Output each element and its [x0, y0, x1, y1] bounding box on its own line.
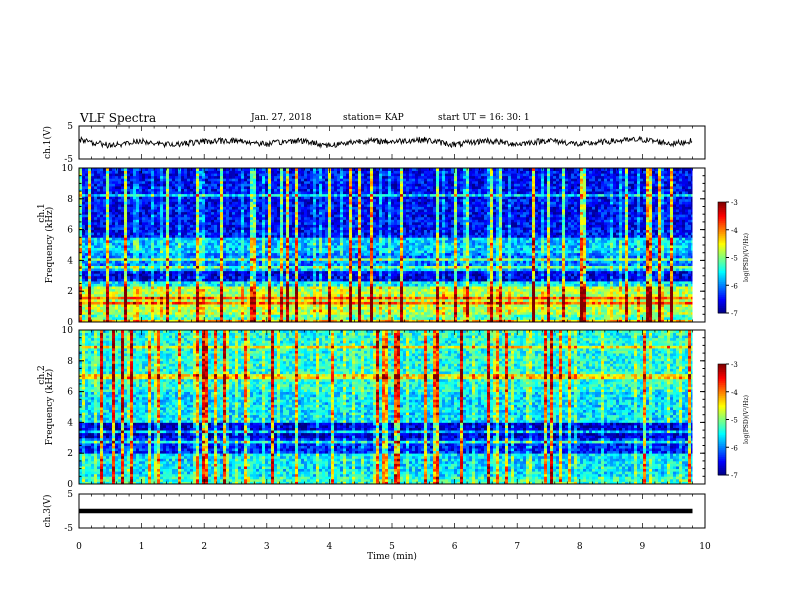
- spectrogram-2: [79, 330, 693, 484]
- y-axis-label: ch.3(V): [42, 495, 53, 528]
- y-tick-label: 2: [67, 449, 73, 459]
- colorbar-cell: [718, 202, 726, 204]
- colorbar-label: log(PSD)(V²/Hz): [743, 233, 750, 282]
- x-tick-label: 0: [76, 542, 82, 552]
- channel-label: ch.1: [37, 203, 47, 222]
- colorbar-tick-label: -3: [731, 361, 738, 369]
- spectrogram-1: [79, 168, 693, 322]
- y-tick-label: 8: [67, 357, 73, 367]
- y-tick-label: 5: [67, 122, 73, 132]
- y-axis-label: ch.1(V): [42, 126, 53, 159]
- x-tick-label: 8: [577, 542, 583, 552]
- x-tick-label: 9: [640, 542, 646, 552]
- colorbar: [718, 202, 726, 314]
- y-tick-label: -5: [64, 524, 73, 534]
- colorbar-tick-label: -4: [731, 389, 738, 397]
- y-tick-label: 10: [62, 326, 74, 336]
- colorbar-tick-label: -4: [731, 227, 738, 235]
- y-tick-label: 8: [67, 195, 73, 205]
- x-tick-label: 2: [201, 542, 207, 552]
- channel-label: ch.2: [37, 365, 47, 384]
- y-tick-label: 5: [67, 490, 73, 500]
- y-tick-label: 2: [67, 287, 73, 297]
- y-tick-label: 10: [62, 164, 74, 174]
- colorbar-label: log(PSD)(V²/Hz): [743, 395, 750, 444]
- x-tick-label: 6: [452, 542, 458, 552]
- y-tick-label: 6: [67, 388, 73, 398]
- x-tick-label: 4: [327, 542, 333, 552]
- colorbar-tick-label: -7: [731, 310, 738, 318]
- x-tick-label: 3: [264, 542, 270, 552]
- x-tick-label: 7: [514, 542, 520, 552]
- y-tick-label: 4: [67, 418, 73, 428]
- colorbar: [718, 364, 726, 476]
- y-tick-label: 0: [67, 480, 73, 490]
- colorbar-tick-label: -5: [731, 417, 738, 425]
- x-tick-label: 1: [139, 542, 145, 552]
- y-tick-label: 6: [67, 226, 73, 236]
- x-tick-label: 10: [699, 542, 711, 552]
- colorbar-tick-label: -6: [731, 282, 738, 290]
- colorbar-tick-label: -5: [731, 255, 738, 263]
- x-tick-label: 5: [389, 542, 395, 552]
- colorbar-tick-label: -3: [731, 199, 738, 207]
- colorbar-cell: [718, 364, 726, 366]
- y-tick-label: 4: [67, 256, 73, 266]
- x-axis-label: Time (min): [367, 551, 417, 562]
- colorbar-tick-label: -7: [731, 472, 738, 480]
- colorbar-tick-label: -6: [731, 444, 738, 452]
